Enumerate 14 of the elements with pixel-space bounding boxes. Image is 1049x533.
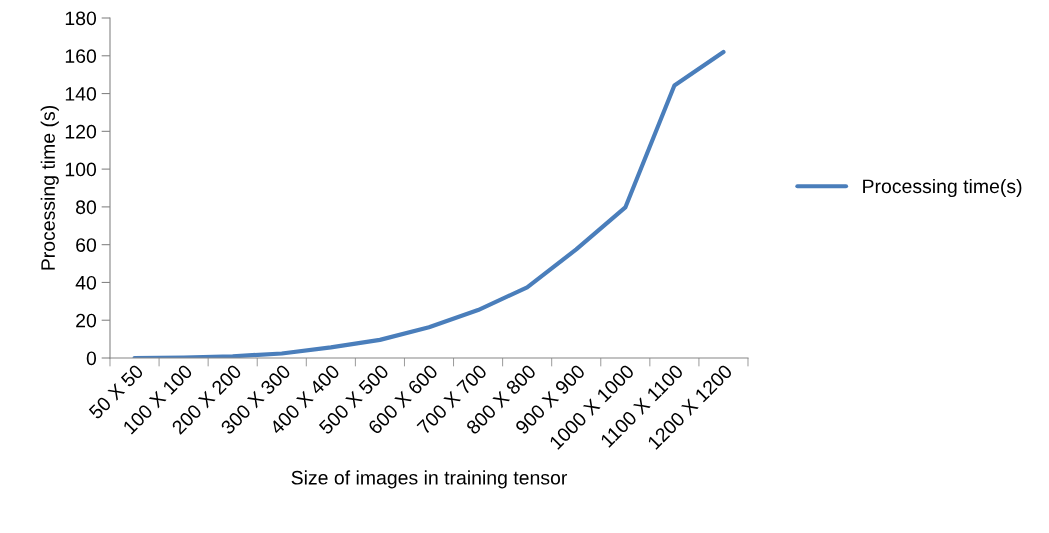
y-tick-label: 140: [65, 87, 97, 101]
y-tick-label: 60: [76, 238, 97, 252]
y-tick-label: 180: [65, 11, 97, 26]
y-tick-label: 0: [86, 351, 97, 366]
y-tick-label: 100: [65, 162, 97, 177]
y-tick-label: 120: [65, 124, 97, 139]
y-tick-label: 160: [65, 49, 97, 64]
x-axis-title: Size of images in training tensor: [291, 470, 568, 489]
line-series: [132, 49, 726, 358]
y-tick-label: 40: [75, 275, 97, 290]
y-axis-title: Processing time (s): [40, 106, 59, 270]
y-tick-label: 80: [76, 200, 97, 215]
legend-label: Processing time(s): [863, 178, 1022, 198]
y-tick-label: 20: [76, 313, 97, 328]
